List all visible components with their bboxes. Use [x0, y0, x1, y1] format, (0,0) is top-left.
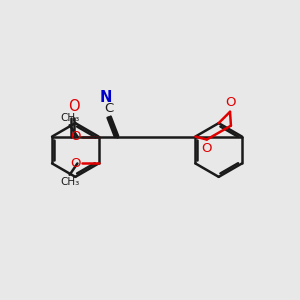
- Text: O: O: [202, 142, 212, 155]
- Text: O: O: [70, 130, 81, 143]
- Text: CH₃: CH₃: [60, 177, 79, 187]
- Text: O: O: [68, 99, 80, 114]
- Text: C: C: [104, 102, 114, 115]
- Text: O: O: [70, 157, 81, 170]
- Text: CH₃: CH₃: [60, 113, 79, 123]
- Text: N: N: [99, 90, 112, 105]
- Text: O: O: [225, 96, 235, 110]
